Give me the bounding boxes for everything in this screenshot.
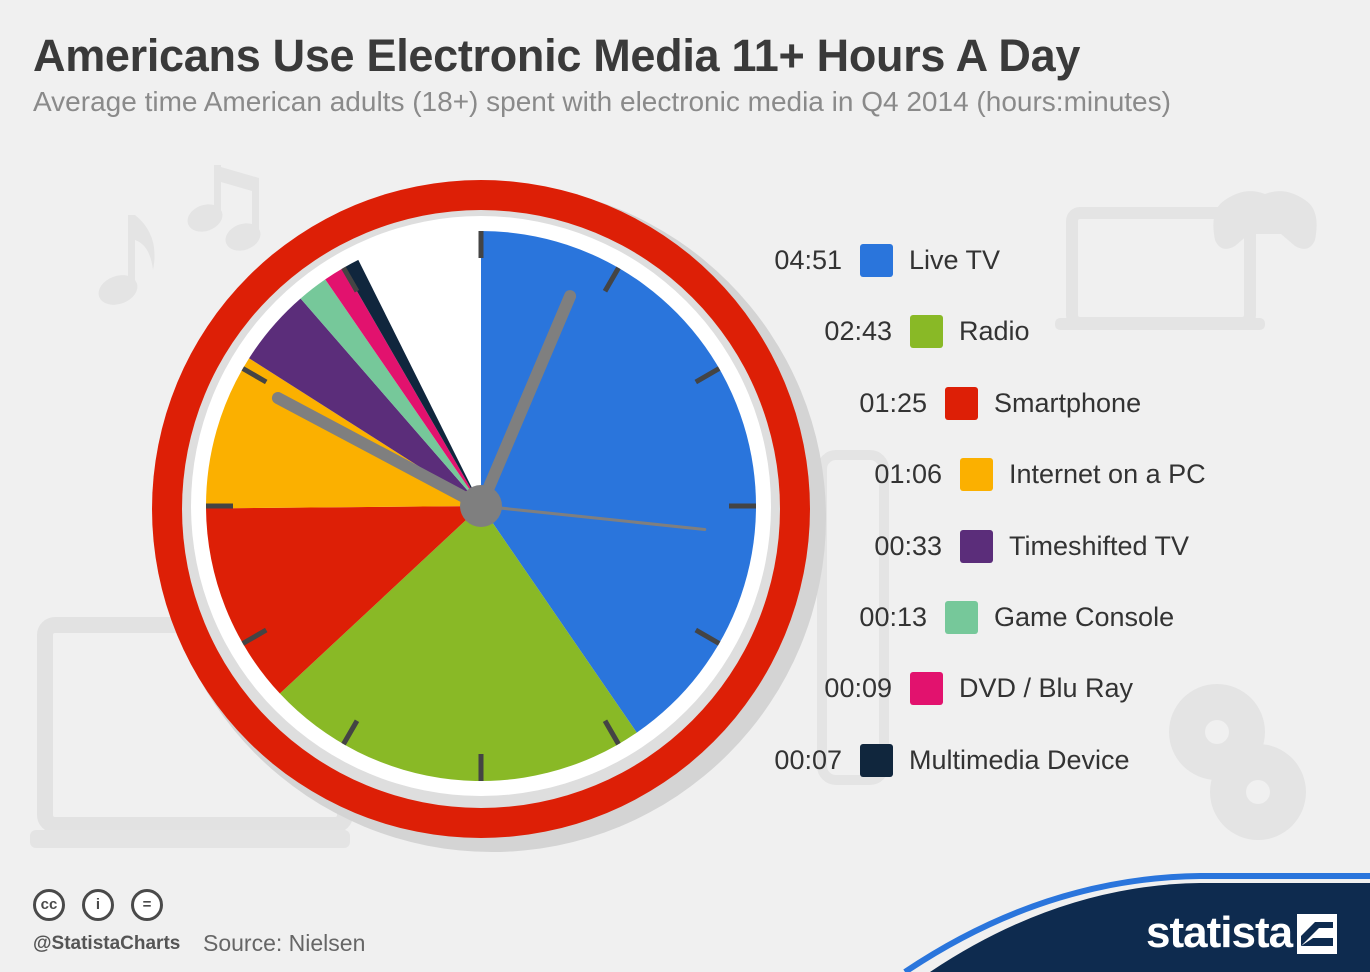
legend-item: 00:07 Multimedia Device <box>772 743 1130 777</box>
no-derivatives-icon: = <box>131 889 163 921</box>
legend-item: 00:09 DVD / Blu Ray <box>822 671 1133 705</box>
clock-hub <box>460 485 502 527</box>
legend-swatch <box>860 243 893 277</box>
legend-category-label: Radio <box>959 315 1030 346</box>
pie-slice-timeshifted-tv <box>249 298 481 506</box>
pie-slice-multimedia-device <box>343 259 481 506</box>
legend-category-label: Smartphone <box>994 387 1142 418</box>
legend-item: 04:51 Live TV <box>772 243 1000 277</box>
pie-slice-dvd-blu-ray <box>325 267 481 506</box>
legend-item: 02:43 Radio <box>822 314 1030 348</box>
legend-item: 01:25 Smartphone <box>857 386 1141 420</box>
legend-category-label: Timeshifted TV <box>1009 530 1190 561</box>
clock-tick <box>341 266 360 293</box>
pie-slice-smartphone <box>206 506 481 694</box>
legend-time-label: 00:07 <box>774 744 842 775</box>
legend-item: 00:13 Game Console <box>857 600 1174 634</box>
legend-category-label: Internet on a PC <box>1009 458 1206 489</box>
legend-swatch <box>945 386 978 420</box>
clock-tick <box>694 627 721 646</box>
legend-item: 00:33 Timeshifted TV <box>872 529 1189 563</box>
chart-subtitle: Average time American adults (18+) spent… <box>33 86 1171 117</box>
clock-tick <box>241 366 268 385</box>
clock-tick <box>602 719 621 746</box>
legend-swatch <box>960 457 993 491</box>
chart-title: Americans Use Electronic Media 11+ Hours… <box>33 30 1081 81</box>
clock-tick <box>241 627 268 646</box>
legend-time-label: 04:51 <box>774 244 842 275</box>
legend-time-label: 00:13 <box>859 601 927 632</box>
legend-swatch <box>960 529 993 563</box>
legend-category-label: Game Console <box>994 601 1175 632</box>
clock-tick <box>341 719 360 746</box>
pie-slice-radio <box>279 506 637 782</box>
legend-category-label: Multimedia Device <box>909 744 1130 775</box>
second-hand <box>479 504 707 532</box>
hour-hand <box>271 392 487 512</box>
clock-tick <box>602 266 621 293</box>
legend-time-label: 00:33 <box>874 530 942 561</box>
statista-logo-text: statista <box>1146 908 1293 957</box>
cc-icon: cc <box>33 889 65 921</box>
statista-handle: @StatistaCharts <box>33 933 181 954</box>
attribution-icon: i <box>82 889 114 921</box>
pie-slice-game-console <box>300 279 481 506</box>
legend-swatch <box>910 314 943 348</box>
legend-time-label: 00:09 <box>824 672 892 703</box>
legend-swatch <box>910 671 943 705</box>
source-note: Source: Nielsen <box>203 930 366 956</box>
legend-category-label: Live TV <box>909 244 1001 275</box>
legend-swatch <box>860 743 893 777</box>
legend-time-label: 01:06 <box>874 458 942 489</box>
minute-hand <box>475 290 577 512</box>
clock-tick <box>694 366 721 385</box>
legend-time-label: 02:43 <box>824 315 892 346</box>
statista-logo-icon <box>1297 914 1337 954</box>
legend-time-label: 01:25 <box>859 387 927 418</box>
legend-category-label: DVD / Blu Ray <box>959 672 1134 703</box>
legend-item: 01:06 Internet on a PC <box>872 457 1206 491</box>
legend-swatch <box>945 600 978 634</box>
